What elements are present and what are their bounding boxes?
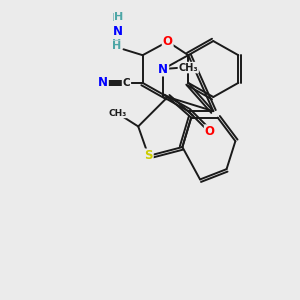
Text: O: O	[205, 125, 215, 138]
Text: H: H	[112, 14, 121, 23]
Text: N: N	[112, 25, 123, 38]
Text: CH₃: CH₃	[178, 63, 198, 73]
Text: C: C	[123, 78, 130, 88]
Text: N: N	[158, 62, 168, 76]
Text: N: N	[98, 76, 108, 89]
Text: H: H	[112, 41, 121, 51]
Text: S: S	[144, 149, 153, 162]
Text: H: H	[112, 37, 121, 47]
Text: CH₃: CH₃	[109, 109, 127, 118]
Text: N: N	[111, 24, 121, 37]
Text: O: O	[163, 35, 173, 48]
Text: H: H	[115, 12, 124, 22]
